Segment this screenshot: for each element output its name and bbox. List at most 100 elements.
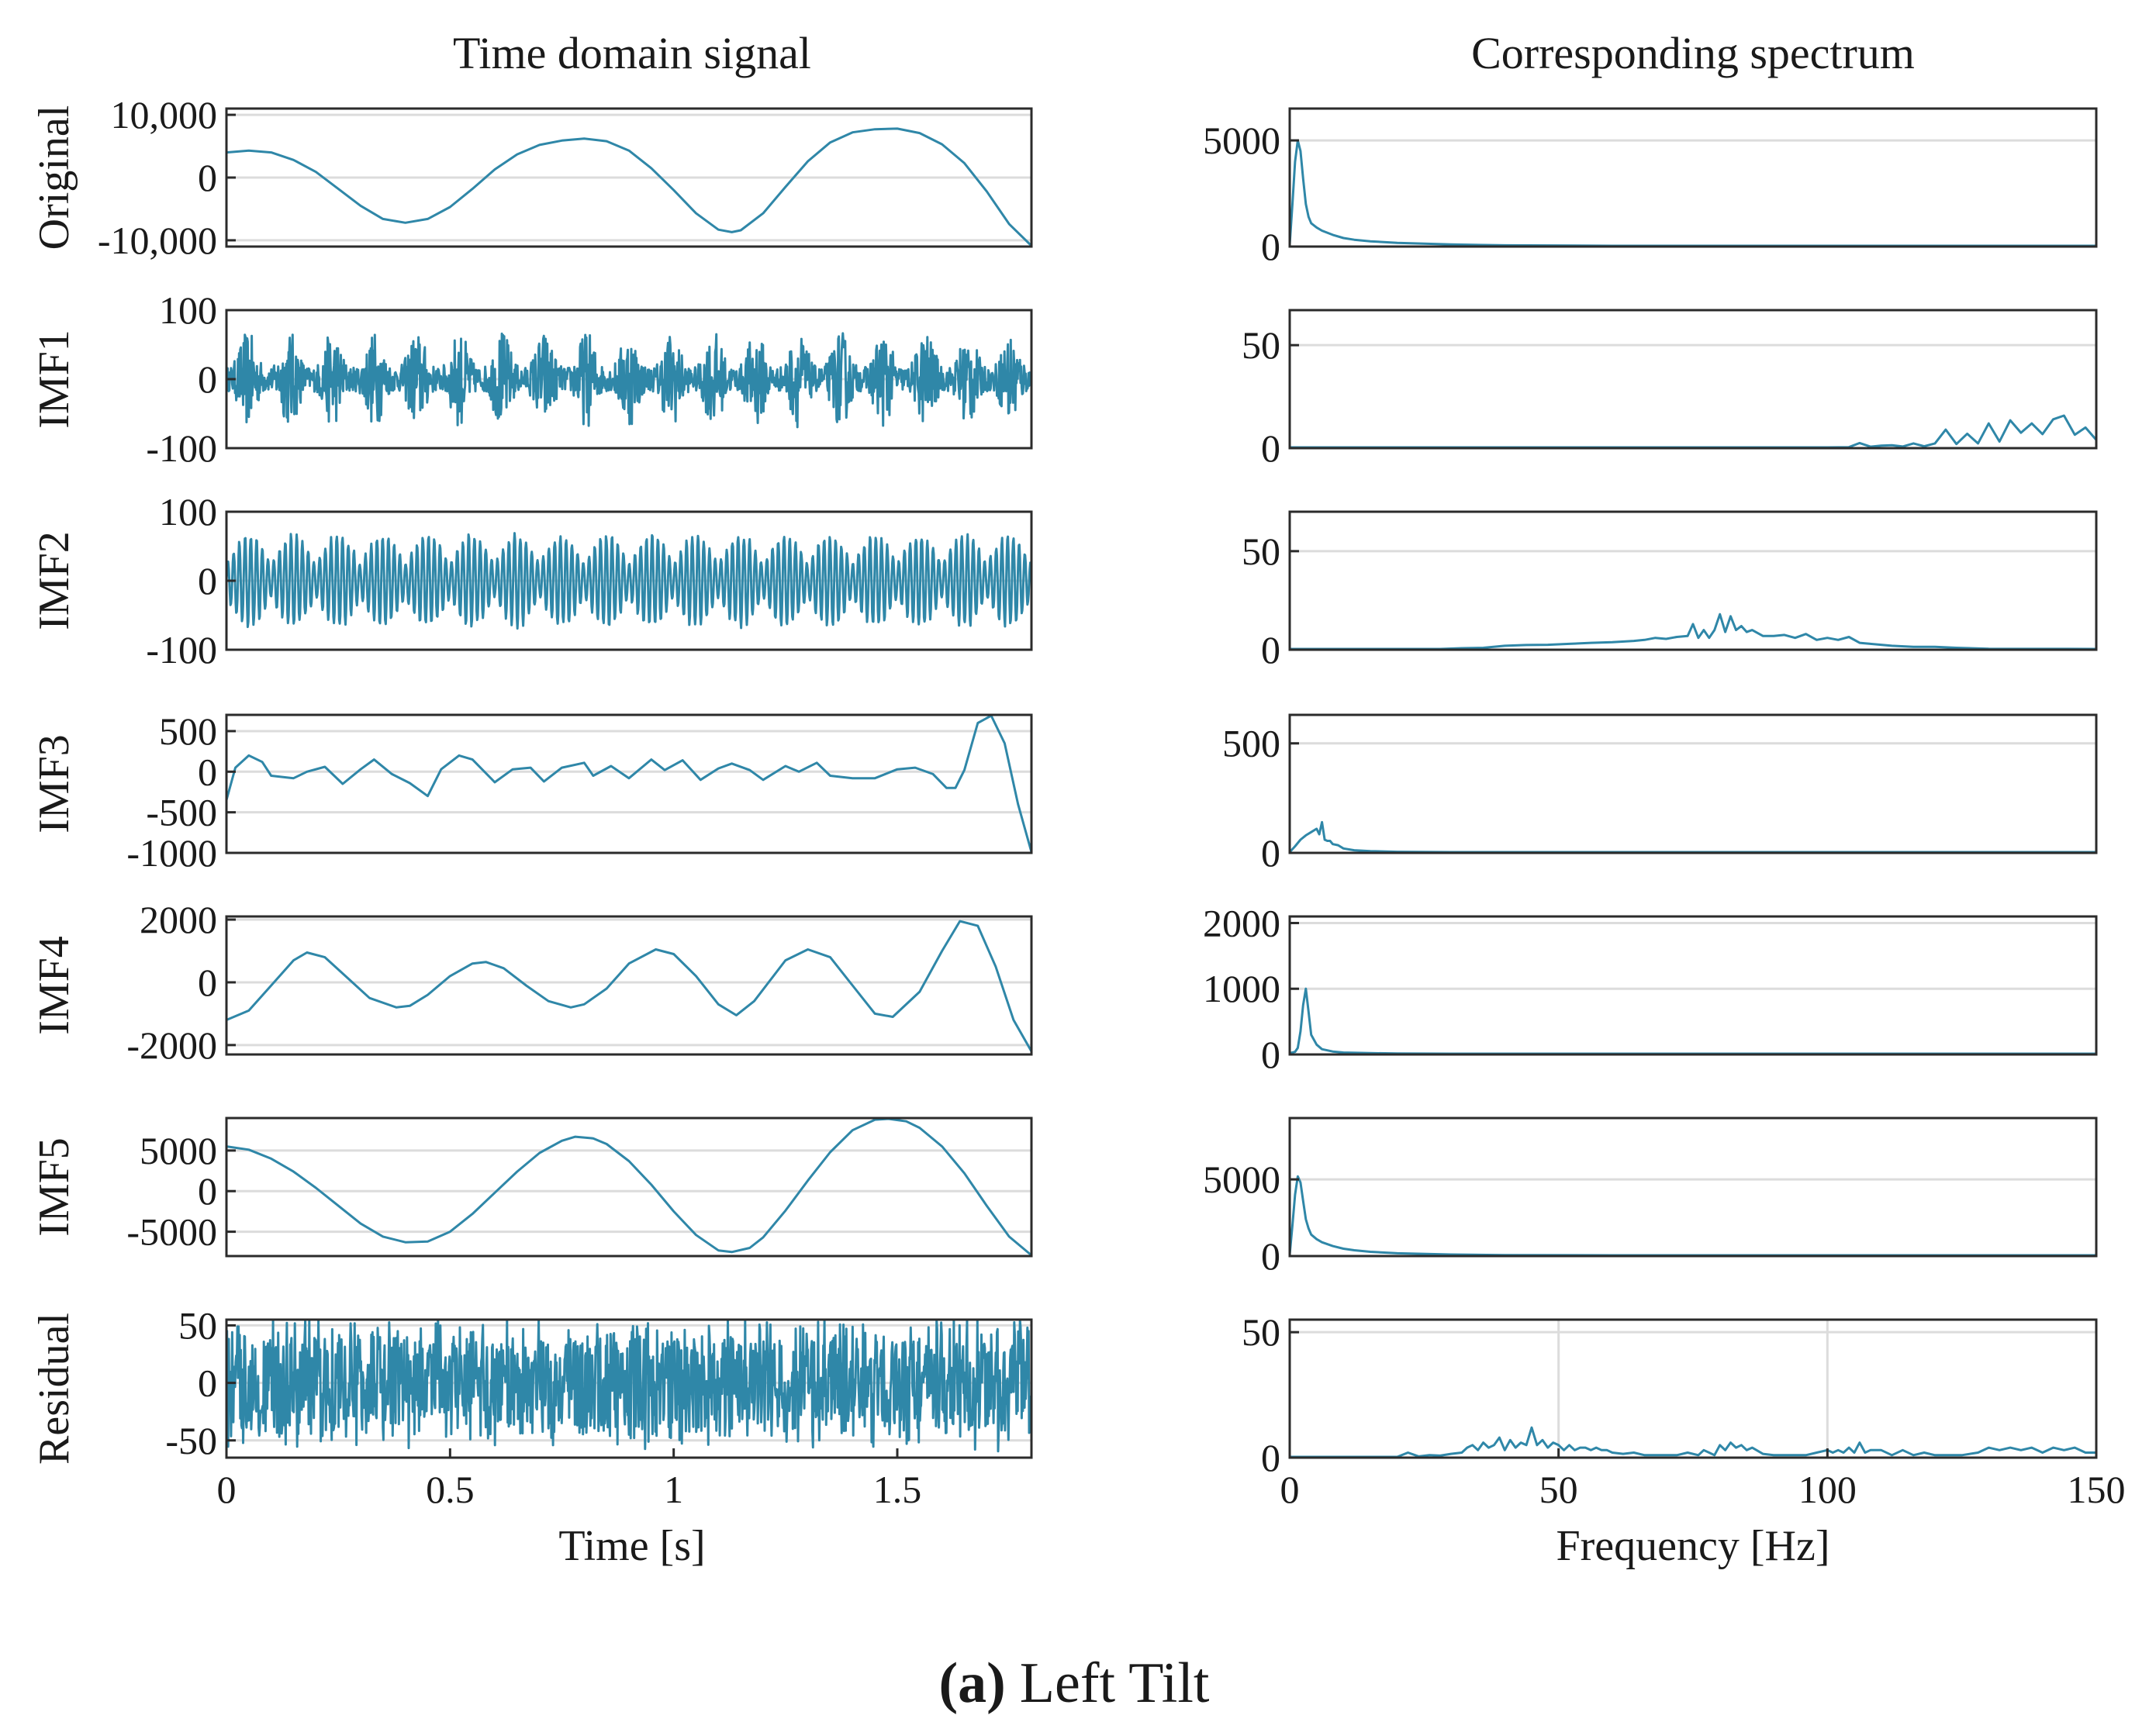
spectrum-panel-imf4: 2000 1000 0: [1203, 901, 2098, 1076]
spectrum-panel-imf2: 50 0: [1242, 510, 2098, 671]
axes-frame: [225, 1116, 1033, 1258]
time-panel-imf4: 2000 0 -2000 IMF4: [30, 898, 1033, 1067]
figure-caption: (a) Left Tilt: [939, 1651, 1210, 1715]
y-tick-label: 5000: [1203, 1158, 1280, 1201]
series-line-residual: [1290, 1426, 2096, 1458]
y-tick-label: 100: [159, 288, 217, 332]
y-tick-label: -10,000: [98, 219, 217, 262]
series-line-imf1: [1290, 414, 2098, 449]
axes-frame: [225, 915, 1033, 1056]
y-tick-label: 10,000: [111, 93, 218, 136]
y-tick-label: -1000: [126, 831, 217, 875]
spectrum-panel-residual: 50 00 50 100 150: [1242, 1310, 2126, 1511]
y-tick-label: -2000: [126, 1023, 217, 1067]
y-tick-label: 0: [1261, 628, 1280, 671]
time-panel-imf3: 5000-500-1000 IMF3: [30, 709, 1033, 875]
axes-frame: [1288, 107, 2098, 248]
spectrum-panel-imf3: 500 0: [1222, 713, 2098, 875]
y-tick-label: -5000: [126, 1210, 217, 1254]
y-tick-label: 0: [1261, 1033, 1280, 1076]
y-tick-label: 0: [1261, 1436, 1280, 1479]
y-tick-label: 50: [1242, 1310, 1280, 1354]
row-label-imf1: IMF1: [30, 330, 78, 429]
time-axis-label: Time [s]: [558, 1522, 705, 1570]
y-tick-label: 0: [198, 750, 217, 793]
y-tick-label: 500: [1222, 722, 1280, 765]
time-panel-imf1: 100 0 -100 IMF1: [30, 288, 1033, 470]
time-panel-imf2: 100 0 -100 IMF2: [30, 490, 1033, 671]
y-tick-label: 2000: [1203, 901, 1280, 944]
series-line-imf4: [226, 920, 1033, 1052]
y-tick-label: 0: [198, 961, 217, 1004]
series-line-original: [1288, 139, 2096, 247]
frequency-axis-label: Frequency [Hz]: [1556, 1522, 1830, 1570]
y-tick-label: -100: [146, 628, 217, 671]
y-tick-label: 0: [198, 1362, 217, 1405]
axes-frame: [1288, 915, 2098, 1056]
y-tick-label: 2000: [140, 898, 217, 941]
subplot-grid: 10,0000-10,000Original1000-100IMF11000-1…: [30, 93, 2126, 1511]
y-tick-label: 0: [198, 156, 217, 199]
series-line-imf5: [1288, 1175, 2096, 1257]
y-tick-label: 0: [198, 357, 217, 401]
y-tick-label: 50: [178, 1303, 217, 1347]
axes-frame: [1288, 1116, 2098, 1258]
y-tick-label: 5000: [140, 1129, 217, 1172]
x-tick-label: 50: [1539, 1468, 1578, 1511]
y-tick-label: 500: [159, 709, 217, 753]
x-tick-label: 1.5: [873, 1468, 922, 1511]
y-tick-label: 5000: [1203, 119, 1280, 162]
spectrum-panel-imf5: 5000 0: [1203, 1116, 2098, 1278]
y-tick-label: 0: [1261, 1234, 1280, 1278]
row-label-residual: Residual: [30, 1313, 78, 1465]
spectrum-column-title: Corresponding spectrum: [1471, 28, 1915, 78]
y-tick-label: -50: [165, 1419, 217, 1462]
series-line-residual: [225, 1319, 1033, 1453]
caption-text: Left Tilt: [1020, 1651, 1210, 1715]
row-label-imf3: IMF3: [30, 734, 78, 833]
y-tick-label: 0: [198, 559, 217, 602]
x-tick-label: 100: [1798, 1468, 1857, 1511]
row-label-imf4: IMF4: [30, 936, 78, 1035]
y-tick-label: 100: [159, 490, 217, 533]
row-label-imf2: IMF2: [30, 531, 78, 630]
x-tick-label: 0: [217, 1468, 237, 1511]
row-label-original: Original: [30, 105, 78, 250]
axes-frame: [1288, 1318, 2098, 1459]
y-tick-label: 0: [198, 1169, 217, 1213]
x-tick-label: 1: [664, 1468, 683, 1511]
series-line-imf3: [225, 714, 1033, 853]
x-tick-label: 0: [1280, 1468, 1300, 1511]
y-tick-label: 0: [1261, 831, 1280, 875]
y-tick-label: 0: [1261, 225, 1280, 268]
axes-frame: [225, 713, 1033, 854]
y-tick-label: 0: [1261, 426, 1280, 470]
series-line-imf3: [1288, 820, 2096, 854]
y-tick-label: 50: [1242, 323, 1280, 367]
time-panel-original: 10,000 0 -10,000 Original: [30, 93, 1033, 262]
caption-letter: (a): [939, 1651, 1006, 1715]
series-line-imf2: [1290, 613, 2097, 651]
y-tick-label: -500: [146, 791, 217, 834]
x-tick-label: 150: [2068, 1468, 2126, 1511]
series-line-imf2: [225, 532, 1033, 630]
row-label-imf5: IMF5: [30, 1137, 78, 1237]
spectrum-panel-imf1: 50 0: [1242, 309, 2098, 470]
y-tick-label: -100: [146, 426, 217, 470]
axes-frame: [1288, 510, 2098, 651]
y-tick-label: 1000: [1203, 967, 1280, 1010]
axes-frame: [1288, 713, 2098, 854]
time-column-title: Time domain signal: [453, 28, 811, 78]
y-tick-label: 50: [1242, 530, 1280, 573]
spectrum-panel-original: 5000 0: [1203, 107, 2098, 268]
series-line-imf4: [1289, 987, 2096, 1055]
series-line-original: [226, 127, 1033, 247]
x-tick-label: 0.5: [426, 1468, 475, 1511]
series-line-imf5: [226, 1117, 1032, 1257]
axes-frame: [1288, 309, 2098, 450]
series-line-imf1: [225, 332, 1033, 429]
axes-frame: [225, 1318, 1033, 1459]
